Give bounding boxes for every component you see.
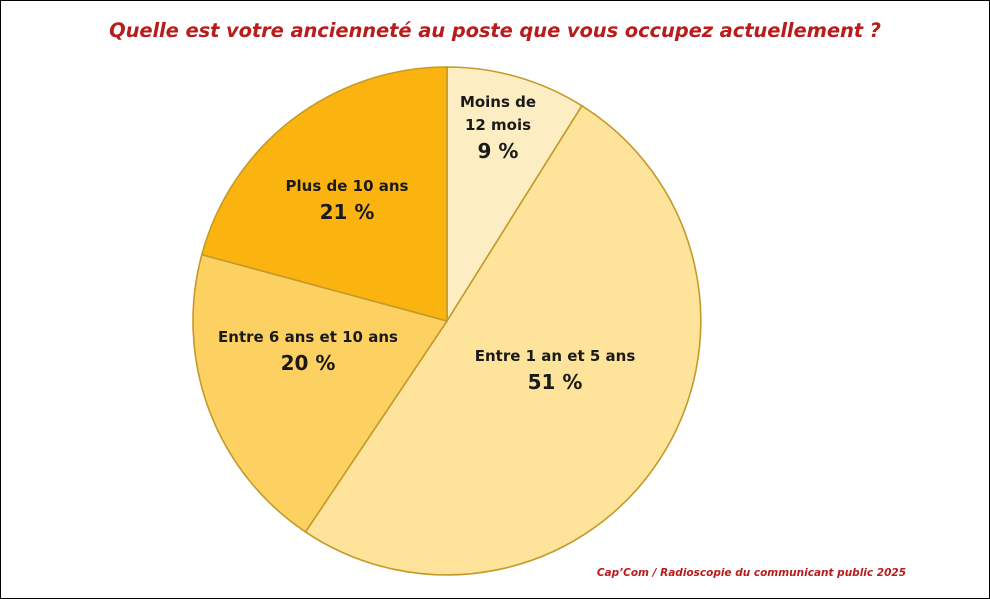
slice-value-3: 20 % [281, 351, 336, 375]
slice-value-4: 21 % [320, 200, 375, 224]
pie-slice-3 [192, 253, 449, 534]
pie-slice-4 [200, 66, 448, 323]
pie-slice-1 [446, 66, 584, 324]
slice-value-1: 9 % [478, 139, 519, 163]
slice-label-4: Plus de 10 ans [286, 177, 409, 195]
source-note: Cap’Com / Radioscopie du communicant pub… [596, 567, 906, 579]
chart-title: Quelle est votre ancienneté au poste que… [109, 19, 881, 42]
slice-label-1: Moins de [460, 93, 536, 111]
slice-label-2: Entre 1 an et 5 ans [475, 347, 636, 365]
slice-value-2: 51 % [528, 370, 583, 394]
slice-label-1: 12 mois [465, 116, 531, 134]
pie-slice-2 [304, 104, 702, 576]
slice-label-3: Entre 6 ans et 10 ans [218, 328, 398, 346]
